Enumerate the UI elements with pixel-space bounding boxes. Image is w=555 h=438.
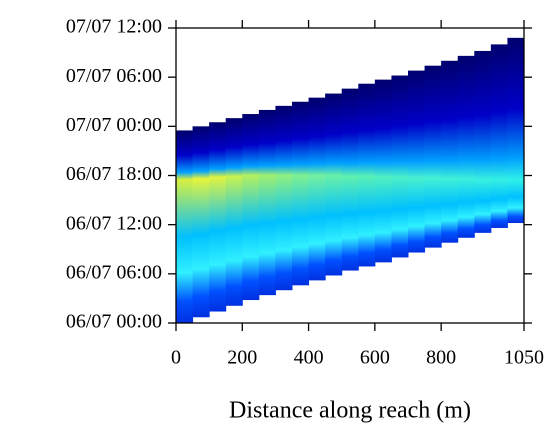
- span-column: [441, 60, 459, 243]
- x-tick-label: 400: [294, 347, 324, 369]
- span-column: [341, 88, 359, 271]
- span-column: [258, 109, 276, 296]
- y-tick-label: 06/07 12:00: [66, 212, 162, 234]
- x-tick-label: 800: [426, 347, 456, 369]
- span-column: [507, 37, 525, 224]
- span-column: [358, 83, 376, 267]
- y-tick-label: 06/07 18:00: [66, 163, 162, 185]
- span-column: [209, 122, 227, 312]
- x-tick-label: 1050: [504, 347, 544, 369]
- x-tick-label: 0: [171, 347, 181, 369]
- span-column: [275, 105, 293, 291]
- span-column: [192, 126, 210, 318]
- span-column: [325, 93, 343, 276]
- x-tick-label: 200: [227, 347, 257, 369]
- span-column: [292, 101, 310, 286]
- span-column: [457, 55, 475, 238]
- span-column: [474, 50, 492, 233]
- span-column: [242, 114, 260, 301]
- y-tick-label: 07/07 00:00: [66, 114, 162, 136]
- x-tick-label: 600: [360, 347, 390, 369]
- span-column: [176, 130, 194, 323]
- span-column: [408, 70, 426, 253]
- y-tick-label: 07/07 06:00: [66, 65, 162, 87]
- span-column: [490, 44, 508, 228]
- y-tick-label: 06/07 06:00: [66, 261, 162, 283]
- span-column: [225, 118, 243, 306]
- y-tick-label: 07/07 12:00: [66, 16, 162, 38]
- span-column: [391, 75, 409, 258]
- span-column: [374, 79, 392, 263]
- x-axis-label: Distance along reach (m): [229, 398, 471, 424]
- y-tick-label: 06/07 00:00: [66, 311, 162, 333]
- span-column: [308, 97, 326, 281]
- span-column: [424, 65, 442, 248]
